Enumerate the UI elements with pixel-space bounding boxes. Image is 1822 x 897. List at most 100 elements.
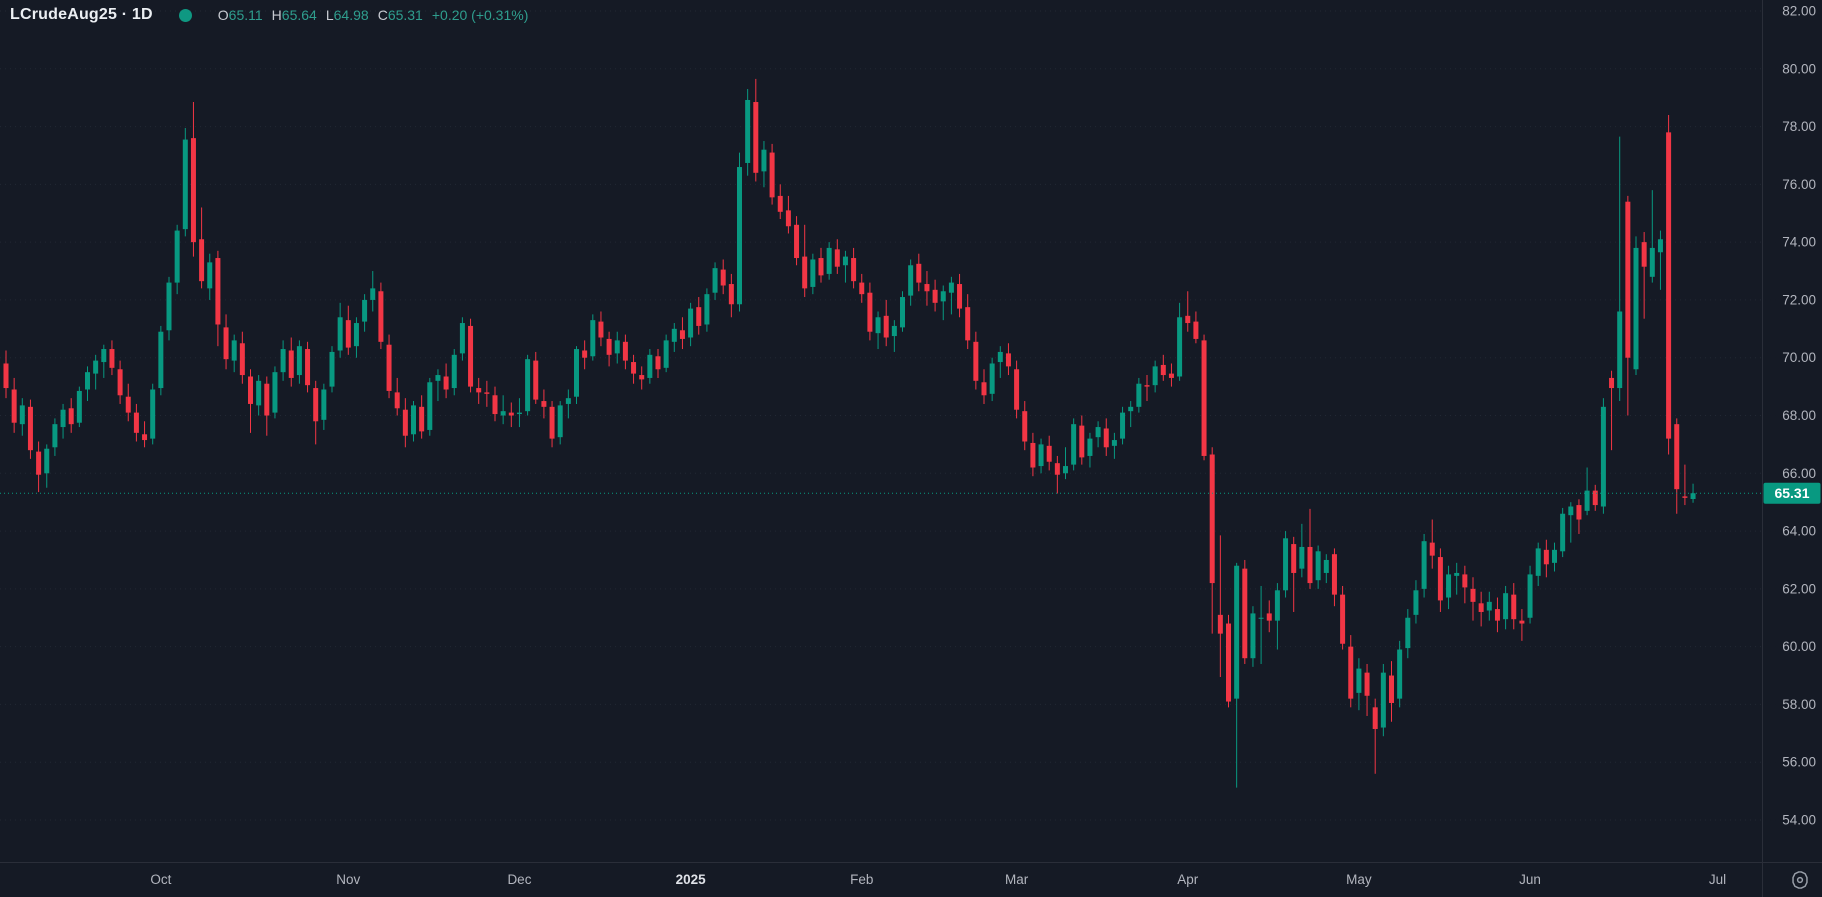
candle-up: [574, 346, 579, 404]
candle-body: [468, 325, 474, 387]
candle-body: [1111, 440, 1117, 446]
candle-body: [989, 363, 995, 394]
candle-body: [1063, 466, 1068, 474]
candle-body: [1307, 546, 1313, 584]
candle-body: [891, 325, 897, 337]
high-value: 65.64: [281, 7, 317, 23]
candle-body: [345, 320, 351, 348]
candle-body: [1527, 574, 1533, 618]
candle-body: [1543, 549, 1549, 565]
candle-body: [142, 434, 148, 441]
candle-body: [1568, 506, 1574, 516]
candle-down: [27, 399, 33, 459]
candle-body: [109, 349, 115, 368]
candle-up: [1421, 533, 1427, 598]
candle-down: [248, 369, 253, 433]
candle-body: [1617, 311, 1623, 389]
candle-up: [411, 401, 416, 442]
candle-down: [68, 398, 74, 433]
candle-body: [419, 406, 425, 432]
candle-body: [761, 149, 767, 172]
candle-body: [785, 210, 791, 227]
candle-up: [1633, 236, 1639, 376]
candle-body: [598, 321, 604, 338]
candle-up: [1095, 421, 1101, 448]
candle-up: [370, 271, 376, 312]
candle-body: [1519, 620, 1525, 624]
candle-up: [1503, 585, 1509, 630]
candle-body: [1022, 411, 1028, 442]
candle-body: [1046, 445, 1052, 462]
price-axis-label: 58.00: [1782, 697, 1816, 712]
change-value: +0.20 (+0.31%): [431, 7, 529, 23]
candle-body: [1356, 668, 1362, 693]
candle-up: [1527, 565, 1533, 624]
candle-down: [1519, 609, 1525, 641]
candle-body: [565, 398, 571, 404]
candle-body: [1128, 406, 1134, 412]
candle-body: [1185, 315, 1191, 324]
price-axis[interactable]: 82.00 80.00 78.00 76.00 74.00 72.00 70.00 68.00…: [1782, 4, 1816, 828]
candle-body: [1291, 544, 1297, 573]
candle-up: [1111, 432, 1117, 459]
candle-body: [957, 284, 963, 309]
candle-body: [973, 341, 979, 381]
candle-down: [1494, 597, 1500, 633]
low-label: L: [325, 7, 334, 23]
candle-down: [1674, 418, 1680, 514]
candle-body: [1299, 546, 1305, 569]
last-price-badge-text: 65.31: [1774, 485, 1809, 501]
candle-down: [313, 380, 319, 445]
candle-body: [27, 406, 33, 451]
candle-down: [541, 389, 547, 419]
price-axis-label: 82.00: [1782, 4, 1816, 19]
candle-body: [1625, 201, 1631, 358]
candle-up: [150, 383, 156, 445]
candle-body: [101, 349, 107, 363]
candle-up: [1136, 377, 1142, 413]
candle-body: [256, 380, 262, 406]
candle-body: [492, 395, 498, 415]
candle-body: [370, 288, 376, 300]
candle-up: [353, 317, 359, 358]
candle-body: [574, 349, 579, 397]
candle-up: [671, 323, 677, 352]
candle-body: [1600, 406, 1606, 507]
candle-body: [557, 405, 563, 438]
chart-settings-gear-icon[interactable]: [1789, 869, 1811, 891]
candle-body: [280, 349, 286, 373]
candle-down: [443, 363, 449, 399]
candle-body: [541, 401, 547, 407]
candle-up: [93, 354, 99, 390]
candle-body: [117, 369, 123, 396]
candle-body: [133, 412, 139, 433]
time-axis[interactable]: Oct Nov Dec 2025 Feb Mar Apr May Jun Jul: [150, 872, 1726, 887]
candle-up: [158, 325, 164, 396]
candle-down: [859, 273, 865, 303]
candle-up: [1234, 562, 1240, 788]
candle-up: [875, 311, 881, 350]
price-axis-label: 60.00: [1782, 639, 1816, 654]
symbol-title[interactable]: LCrudeAug25 · 1D: [10, 6, 153, 23]
candle-body: [1552, 549, 1557, 563]
candle-body: [394, 392, 400, 409]
candle-down: [1226, 614, 1231, 708]
candle-body: [965, 307, 971, 341]
candle-body: [76, 390, 82, 423]
candle-body: [288, 350, 294, 378]
candle-body: [1372, 707, 1378, 729]
candle-up: [337, 302, 343, 358]
candle-body: [940, 291, 946, 302]
candle-body: [590, 320, 596, 357]
candle-body: [199, 239, 205, 282]
candle-body: [1486, 601, 1492, 611]
candle-up: [435, 369, 441, 402]
candle-up: [459, 317, 465, 361]
candle-down: [1168, 363, 1174, 387]
candle-body: [337, 317, 343, 351]
time-axis-label: 2025: [676, 872, 707, 887]
candle-body: [1266, 613, 1272, 621]
candle-body: [1071, 424, 1077, 465]
